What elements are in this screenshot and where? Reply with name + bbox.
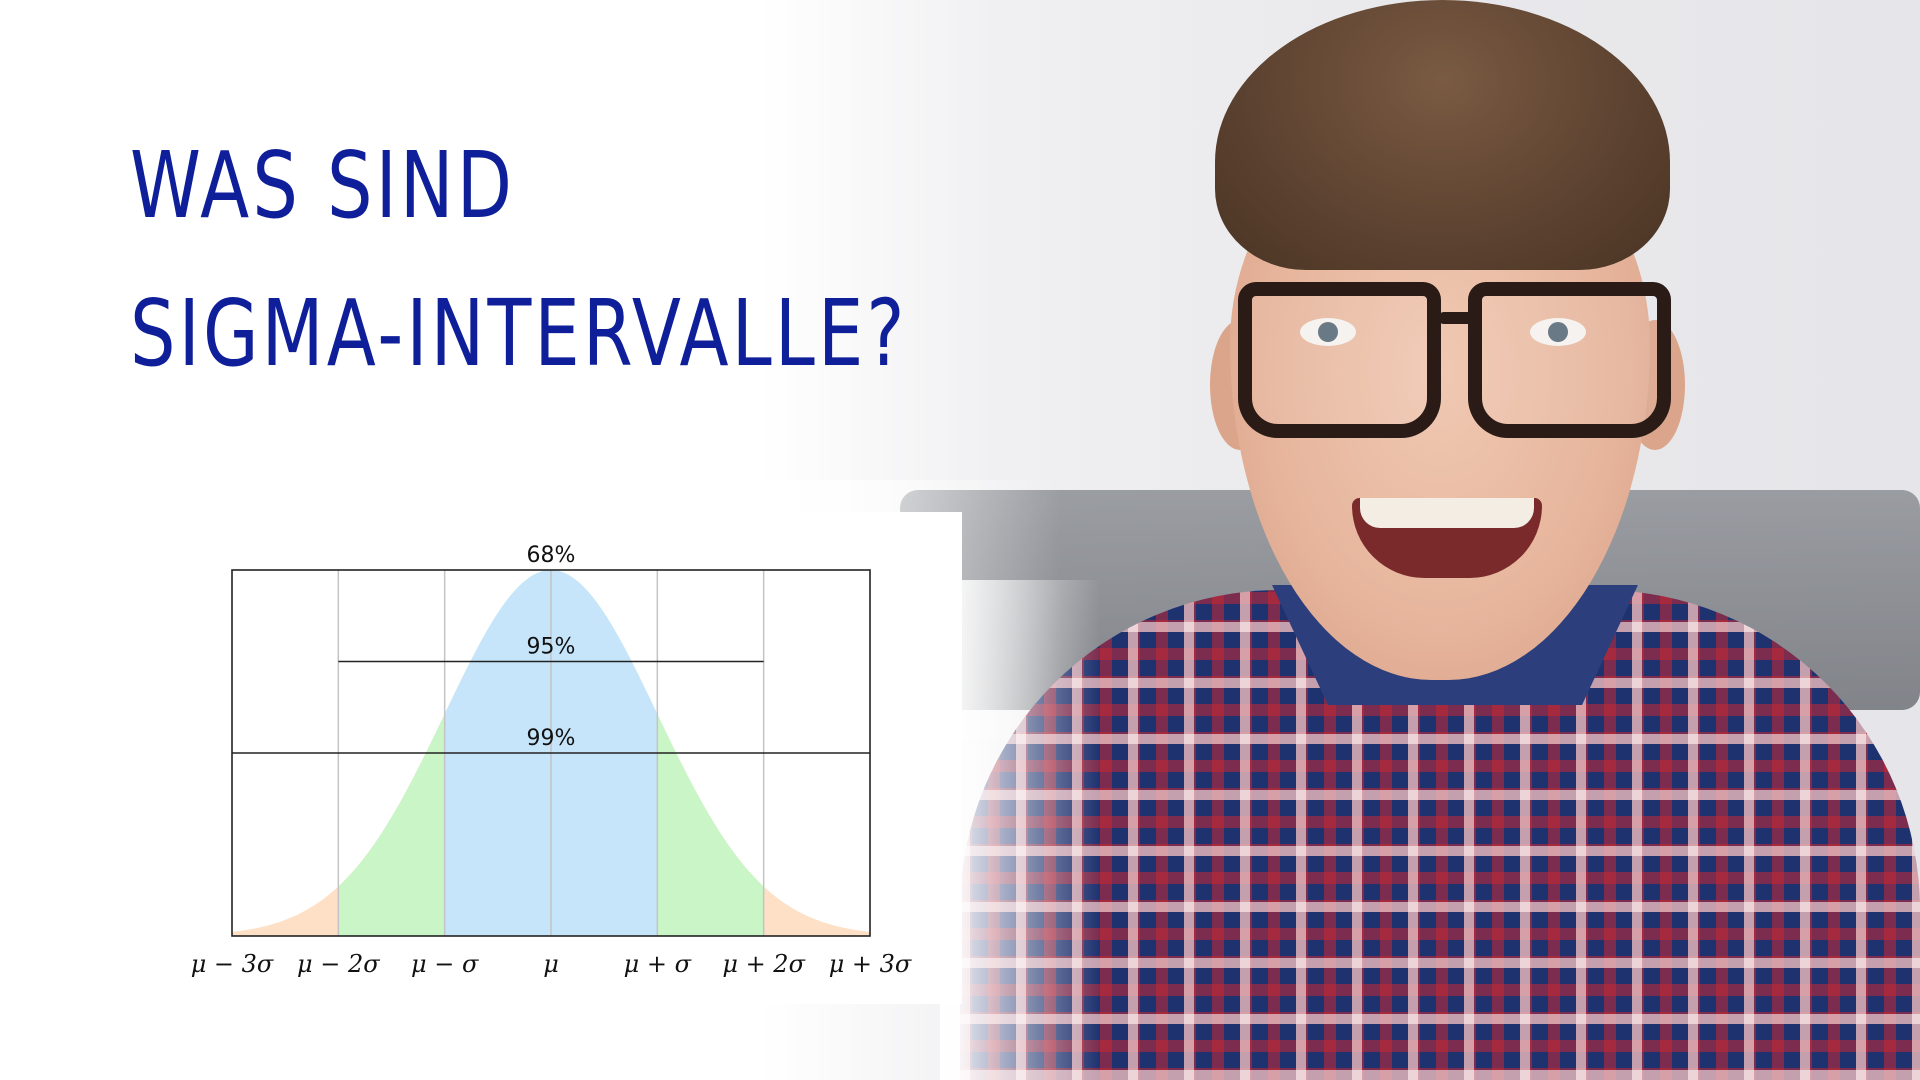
plot-frame (231, 569, 871, 937)
smile (1352, 498, 1542, 578)
glasses (1238, 282, 1671, 438)
x-tick-label: μ − σ (411, 950, 479, 978)
pupil (1318, 322, 1338, 342)
x-tick-label: μ + 3σ (829, 950, 912, 978)
shirt-fade (940, 580, 1100, 1080)
x-tick-label: μ + 2σ (722, 950, 805, 978)
x-tick-label: μ + σ (624, 950, 692, 978)
chart-svg: 68% 95% 99% μ − 3σ μ − 2σ μ − σ μ μ + σ μ + 2σ μ … (191, 543, 912, 978)
interval-label-95pct: 95% (527, 635, 576, 660)
normal-distribution-chart: 68% 95% 99% μ − 3σ μ − 2σ μ − σ μ μ + σ μ + 2σ μ … (150, 512, 962, 1004)
hair (1215, 0, 1670, 270)
x-tick-label: μ (543, 950, 559, 978)
pupil (1548, 322, 1568, 342)
x-tick-label: μ − 2σ (297, 950, 380, 978)
title-line-2: Sigma-Intervalle? (130, 280, 908, 387)
eye-left (1300, 318, 1356, 346)
lens-left (1238, 282, 1441, 438)
teeth (1360, 498, 1534, 528)
lens-right (1468, 282, 1671, 438)
interval-label-68pct: 68% (527, 543, 576, 568)
interval-label-99pct: 99% (527, 726, 576, 751)
eye-right (1530, 318, 1586, 346)
title-line-1: Was sind (130, 132, 516, 239)
page-title: Was sind Sigma-Intervalle? (130, 112, 908, 408)
x-tick-label: μ − 3σ (191, 950, 274, 978)
